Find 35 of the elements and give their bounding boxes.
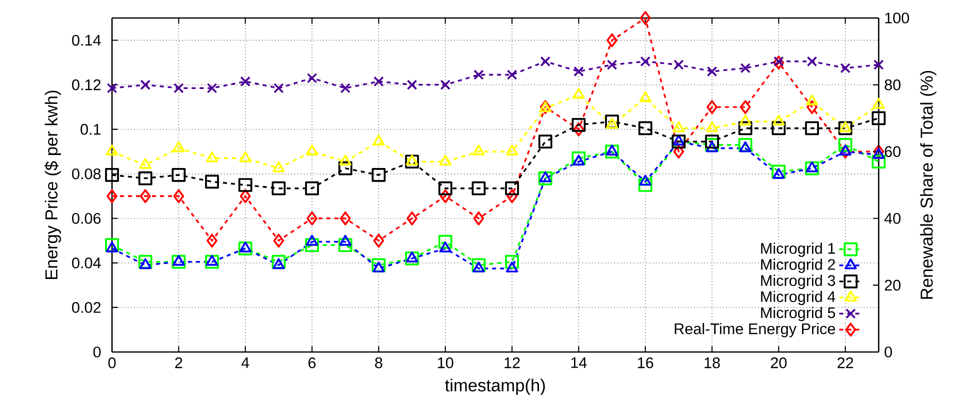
x-tick-label: 0 <box>108 357 116 368</box>
legend-label: Microgrid 5 <box>761 306 836 322</box>
x-tick-label: 20 <box>770 357 787 368</box>
x-tick-label: 14 <box>571 357 587 368</box>
x-tick-label: 2 <box>175 357 182 368</box>
y-tick-label: 0.1 <box>80 124 101 135</box>
y2-tick-label: 20 <box>884 280 900 291</box>
legend-label: Microgrid 2 <box>761 258 835 273</box>
x-tick-label: 10 <box>438 357 454 368</box>
y-tick-label: 0.14 <box>72 34 101 46</box>
y-tick-label: 0.02 <box>72 302 101 313</box>
y2-tick-label: 80 <box>884 79 900 90</box>
y2-tick-label: 40 <box>884 212 900 224</box>
x-tick-label: 8 <box>375 357 382 368</box>
legend-label: Microgrid 1 <box>761 242 835 257</box>
y-tick-label: 0 <box>93 346 101 358</box>
y2-axis-title: Renewable Share of Total (%) <box>920 70 936 299</box>
y2-tick-label: 100 <box>885 12 910 24</box>
x-tick-label: 4 <box>241 357 250 368</box>
x-tick-label: 16 <box>638 357 654 368</box>
y2-tick-label: 60 <box>884 146 900 158</box>
y-tick-label: 0.06 <box>72 212 101 224</box>
legend-label: Real-Time Energy Price <box>674 322 836 338</box>
x-tick-label: 12 <box>504 357 520 368</box>
y2-tick-label: 0 <box>884 346 892 358</box>
legend-label: Microgrid 4 <box>761 290 836 306</box>
legend-label: Microgrid 3 <box>761 274 836 290</box>
y-axis-title: Energy Price ($ per kwh) <box>44 90 61 279</box>
x-tick-label: 22 <box>838 357 854 368</box>
x-tick-label: 18 <box>704 357 720 368</box>
y-tick-label: 0.12 <box>72 79 101 90</box>
y-tick-label: 0.08 <box>72 168 101 180</box>
x-axis-title: timestamp(h) <box>445 378 545 395</box>
x-tick-label: 6 <box>308 357 316 368</box>
y-tick-label: 0.04 <box>72 258 101 268</box>
